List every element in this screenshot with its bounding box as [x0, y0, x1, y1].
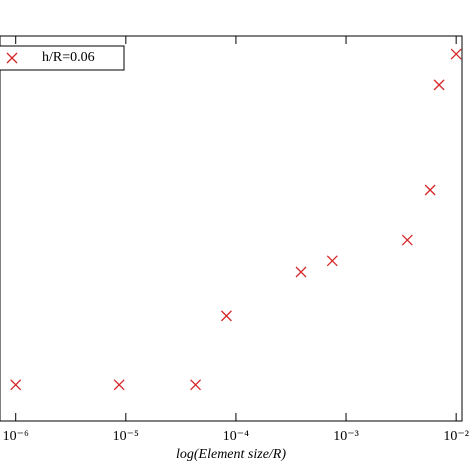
x-tick-label: 10⁻³ [333, 429, 359, 444]
point [450, 48, 462, 60]
x-tick-label: 10⁻⁴ [223, 429, 249, 444]
point-cross [401, 234, 413, 246]
point-cross [450, 48, 462, 60]
point-cross [433, 79, 445, 91]
point-cross [220, 310, 232, 322]
plot-frame [0, 35, 463, 422]
point [10, 379, 22, 391]
point-cross [10, 379, 22, 391]
point [424, 184, 436, 196]
point-cross [326, 255, 338, 267]
point [433, 79, 445, 91]
point [190, 379, 202, 391]
point-cross [113, 379, 125, 391]
point [295, 266, 307, 278]
point-cross [424, 184, 436, 196]
point-cross [295, 266, 307, 278]
legend-label: h/R=0.06 [42, 50, 95, 65]
legend-box [0, 45, 125, 71]
x-axis-label: log(Element size/R) [176, 447, 286, 462]
x-tick-label: 10⁻² [443, 429, 469, 444]
x-tick-label: 10⁻⁶ [3, 429, 29, 444]
point-cross [190, 379, 202, 391]
point [113, 379, 125, 391]
legend-marker [6, 52, 18, 64]
x-tick-label: 10⁻⁵ [113, 429, 139, 444]
point [326, 255, 338, 267]
point [401, 234, 413, 246]
point [220, 310, 232, 322]
